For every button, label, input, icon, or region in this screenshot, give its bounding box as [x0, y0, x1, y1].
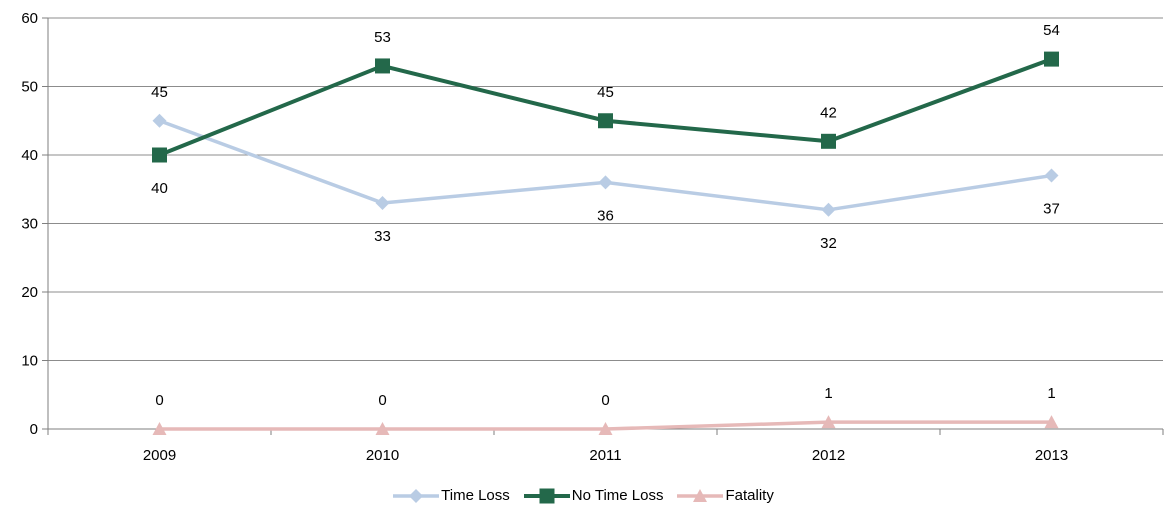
data-label-no-time-loss: 42	[820, 104, 837, 121]
data-label-time-loss: 36	[597, 207, 614, 224]
data-label-time-loss: 45	[151, 84, 168, 101]
data-label-no-time-loss: 53	[374, 29, 391, 46]
data-label-fatality: 0	[601, 392, 609, 409]
y-tick-label: 30	[21, 216, 38, 233]
data-point-fatality	[821, 415, 836, 429]
data-label-no-time-loss: 54	[1043, 22, 1060, 39]
data-label-fatality: 0	[155, 392, 163, 409]
data-point-time-loss	[1044, 168, 1059, 183]
data-point-no-time-loss	[375, 58, 390, 74]
data-labels: 45 33 36 32 37 40 53 45 42 54 0 0 0 1 1	[151, 22, 1060, 409]
y-tick-label: 60	[21, 10, 38, 27]
y-tick-label: 40	[21, 147, 38, 164]
data-label-fatality: 1	[1047, 385, 1055, 402]
legend-item-no-time-loss: No Time Loss	[523, 487, 664, 504]
legend-swatch-time-loss	[393, 488, 440, 503]
x-tick-label: 2013	[1035, 447, 1068, 464]
legend-marker-no-time-loss	[539, 488, 555, 503]
data-label-no-time-loss: 40	[151, 180, 168, 197]
legend-label-no-time-loss: No Time Loss	[571, 487, 664, 504]
legend-marker-fatality	[693, 488, 708, 502]
y-tick-label: 0	[30, 421, 38, 438]
data-point-time-loss	[821, 202, 836, 217]
data-point-time-loss	[375, 195, 390, 210]
data-label-fatality: 1	[824, 385, 832, 402]
legend-swatch-no-time-loss	[523, 488, 570, 503]
legend-label-time-loss: Time Loss	[441, 487, 510, 504]
series-line-time-loss	[158, 119, 1052, 212]
data-label-no-time-loss: 45	[597, 84, 614, 101]
data-label-time-loss: 32	[820, 235, 837, 252]
legend-marker-time-loss	[409, 488, 424, 503]
data-point-fatality	[598, 422, 613, 435]
y-tick-label: 50	[21, 79, 38, 96]
data-point-time-loss	[152, 113, 167, 128]
data-label-time-loss: 33	[374, 228, 391, 245]
data-point-no-time-loss	[821, 133, 836, 149]
legend-swatch-fatality	[677, 488, 724, 502]
data-label-fatality: 0	[378, 392, 386, 409]
gridlines	[48, 17, 1163, 430]
legend-label-fatality: Fatality	[725, 487, 774, 504]
series-group	[152, 51, 1059, 435]
data-point-fatality	[375, 422, 390, 435]
legend: Time Loss No Time Loss Fatality	[0, 487, 1167, 504]
data-point-no-time-loss	[152, 147, 167, 163]
legend-item-time-loss: Time Loss	[393, 487, 510, 504]
series-line-no-time-loss	[158, 57, 1053, 157]
data-point-fatality	[152, 422, 167, 435]
data-point-no-time-loss	[598, 113, 613, 129]
y-tick-label: 10	[21, 353, 38, 370]
x-tick-label: 2010	[366, 447, 399, 464]
data-point-fatality	[1044, 415, 1059, 429]
x-tick-label: 2009	[143, 447, 176, 464]
data-label-time-loss: 37	[1043, 201, 1060, 218]
x-tick-label: 2012	[812, 447, 845, 464]
legend-item-fatality: Fatality	[677, 487, 774, 504]
data-point-time-loss	[598, 175, 613, 190]
x-tick-label: 2011	[589, 447, 621, 464]
data-point-no-time-loss	[1044, 51, 1059, 67]
y-tick-label: 20	[21, 284, 38, 301]
